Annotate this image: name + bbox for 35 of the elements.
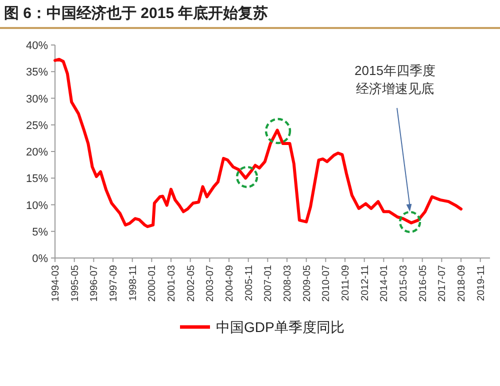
- x-tick-label: 2011-09: [340, 264, 352, 301]
- x-tick-label: 2002-05: [186, 264, 197, 302]
- y-tick-label: 5%: [32, 226, 48, 238]
- x-tick-label: 2000-01: [147, 264, 158, 302]
- x-tick-label: 2019-11: [476, 264, 487, 301]
- x-tick-label: 2010-07: [321, 264, 332, 302]
- y-tick-label: 40%: [26, 40, 48, 52]
- x-tick-label: 2001-03: [166, 264, 178, 302]
- x-tick-label: 1996-07: [89, 264, 100, 302]
- x-tick-label: 2014-01: [379, 264, 390, 302]
- x-tick-label: 2008-03: [282, 264, 294, 302]
- legend-label: 中国GDP单季度同比: [216, 319, 344, 335]
- x-tick-label: 1995-05: [70, 264, 81, 302]
- annotation: 2015年四季度经济增速见底: [354, 63, 436, 96]
- x-tick-label: 2015-03: [398, 264, 410, 302]
- x-tick-label: 2005-11: [244, 264, 255, 301]
- y-tick-label: 30%: [26, 93, 48, 106]
- x-tick-label: 2016-05: [418, 264, 429, 302]
- y-tick-label: 0%: [32, 253, 48, 265]
- x-tick-label: 2003-07: [205, 264, 216, 302]
- x-tick-label: 2012-11: [360, 264, 371, 301]
- x-tick-label: 1994-03: [50, 264, 62, 302]
- y-tick-label: 35%: [26, 66, 48, 79]
- x-tick-label: 2018-09: [456, 264, 468, 302]
- y-tick-label: 10%: [26, 200, 48, 212]
- x-tick-label: 2004-09: [224, 264, 236, 302]
- x-tick-label: 1997-09: [108, 264, 120, 302]
- x-tick-label: 1998-11: [128, 264, 139, 301]
- y-tick-label: 25%: [26, 120, 48, 132]
- chart-title: 图 6：中国经济也于 2015 年底开始复苏: [4, 4, 268, 22]
- x-tick-label: 2007-01: [263, 264, 274, 302]
- x-tick-label: 2017-07: [437, 264, 448, 302]
- y-tick-label: 15%: [26, 173, 48, 186]
- y-tick-label: 20%: [26, 146, 48, 158]
- x-tick-label: 2009-05: [302, 264, 313, 302]
